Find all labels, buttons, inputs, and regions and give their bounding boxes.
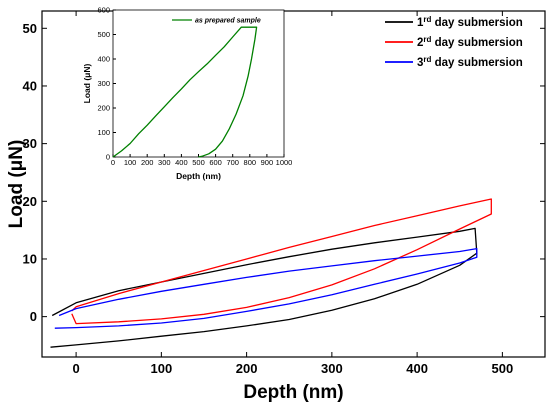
inset-x-tick-label: 300 xyxy=(158,158,171,167)
y-tick-label: 50 xyxy=(23,21,37,36)
inset-x-tick-label: 800 xyxy=(244,158,257,167)
y-tick-label: 10 xyxy=(23,251,37,266)
legend-label: 2rd day submersion xyxy=(417,35,523,49)
inset-legend-label: as prepared sample xyxy=(195,18,261,25)
inset-axes: 0 100 200 300 400 500 600 700 800 900 1000 0 100 200 3… xyxy=(97,6,292,168)
x-tick-label: 300 xyxy=(321,361,343,376)
main-series xyxy=(50,198,492,348)
x-axis-title: Depth (nm) xyxy=(243,382,343,403)
inset-x-tick-label: 400 xyxy=(175,158,188,167)
inset-y-axis-title: Load (μN) xyxy=(82,64,92,104)
inset-y-tick-label: 300 xyxy=(97,79,110,88)
y-tick-label: 0 xyxy=(30,309,37,324)
inset-series xyxy=(112,26,258,158)
inset-y-tick-label: 200 xyxy=(97,104,110,113)
x-tick-label: 200 xyxy=(236,361,258,376)
inset-y-tick-label: 400 xyxy=(97,55,110,64)
series-line-3 xyxy=(54,247,478,329)
main-axes: 0 100 200 300 400 500 0 10 20 30 40 50 xyxy=(23,10,546,376)
series-line-2 xyxy=(71,198,492,325)
inset-x-tick-label: 500 xyxy=(192,158,205,167)
y-tick-label: 40 xyxy=(23,78,37,93)
inset-y-tick-label: 600 xyxy=(97,6,110,15)
inset-x-tick-label: 200 xyxy=(141,158,154,167)
y-axis-title: Load (μN) xyxy=(6,140,27,229)
inset-x-tick-label: 600 xyxy=(209,158,222,167)
x-tick-label: 100 xyxy=(151,361,173,376)
inset-frame xyxy=(112,9,285,158)
main-legend: 1rd day submersion 2rd day submersion 3rd … xyxy=(385,15,523,69)
inset-x-tick-label: 700 xyxy=(226,158,239,167)
inset-legend: as prepared sample xyxy=(172,18,261,25)
inset-x-axis-title: Depth (nm) xyxy=(176,171,221,181)
inset-y-tick-label: 0 xyxy=(106,153,110,162)
inset-y-tick-label: 100 xyxy=(97,128,110,137)
legend-label: 3rd day submersion xyxy=(417,55,523,69)
x-tick-label: 500 xyxy=(492,361,514,376)
inset-x-tick-label: 900 xyxy=(261,158,274,167)
inset-x-tick-label: 0 xyxy=(111,158,115,167)
y-tick-label: 30 xyxy=(23,136,37,151)
inset-x-tick-label: 100 xyxy=(124,158,137,167)
inset-y-tick-label: 500 xyxy=(97,30,110,39)
inset-series-line xyxy=(112,26,258,158)
plot-frame xyxy=(41,10,546,358)
legend-label: 1rd day submersion xyxy=(417,15,523,29)
x-tick-label: 400 xyxy=(406,361,428,376)
series-line-1 xyxy=(50,227,478,348)
y-tick-label: 20 xyxy=(23,194,37,209)
x-tick-label: 0 xyxy=(72,361,79,376)
inset-x-tick-label: 1000 xyxy=(276,158,293,167)
